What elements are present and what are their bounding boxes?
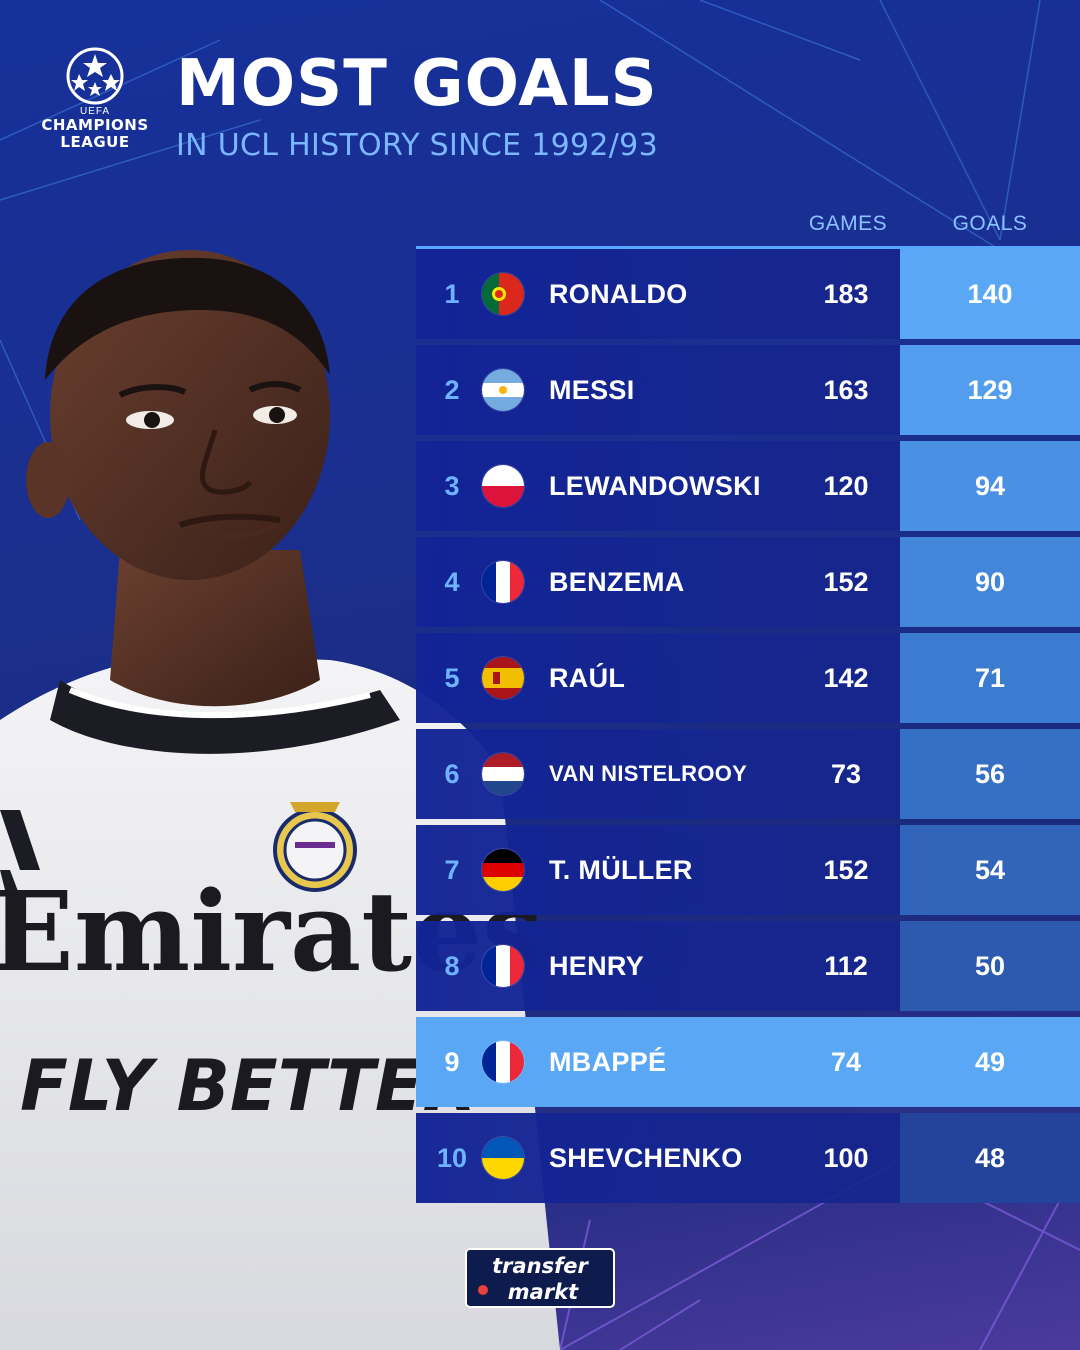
table-row: 2 MESSI 163 129 <box>416 345 1080 435</box>
starball-icon <box>66 47 124 105</box>
goals-cell: 140 <box>900 249 1080 339</box>
rank-number: 8 <box>444 951 460 981</box>
champions-league-logo: UEFA CHAMPIONS LEAGUE <box>32 46 158 166</box>
games-column-header: GAMES <box>808 212 888 235</box>
table-row: 10 SHEVCHENKO 100 48 <box>416 1113 1080 1203</box>
games-value: 152 <box>823 855 869 885</box>
france-flag-icon <box>482 1041 524 1083</box>
goals-cell: 71 <box>900 633 1080 723</box>
goals-cell: 129 <box>900 345 1080 435</box>
goals-value: 71 <box>974 663 1006 693</box>
uefa-label: UEFA <box>79 106 111 117</box>
player-name: SHEVCHENKO <box>549 1143 743 1173</box>
player-name: MESSI <box>549 375 635 405</box>
page-title: MOST GOALS <box>176 47 658 121</box>
spain-flag-icon <box>482 657 524 699</box>
page-subtitle: IN UCL HISTORY SINCE 1992/93 <box>176 128 658 163</box>
netherlands-flag-icon <box>482 753 524 795</box>
goals-cell: 54 <box>900 825 1080 915</box>
poland-flag-icon <box>482 465 524 507</box>
transfermarkt-logo: transfer markt <box>465 1248 615 1308</box>
rank-number: 1 <box>444 279 460 309</box>
goals-value: 94 <box>974 471 1006 501</box>
svg-text:markt: markt <box>508 1280 579 1304</box>
goals-value: 50 <box>974 951 1006 981</box>
sponsor-tagline: FLY BETTER <box>20 1045 477 1127</box>
goals-cell: 49 <box>900 1017 1080 1107</box>
table-row: 5 RAÚL 142 71 <box>416 633 1080 723</box>
table-row: 6 VAN NISTELROOY 73 56 <box>416 729 1080 819</box>
germany-flag-icon <box>482 849 524 891</box>
france-flag-icon <box>482 561 524 603</box>
player-name: RONALDO <box>549 279 688 309</box>
goals-value: 56 <box>974 759 1006 789</box>
games-value: 100 <box>823 1143 869 1173</box>
ukraine-flag-icon <box>482 1137 524 1179</box>
goals-cell: 50 <box>900 921 1080 1011</box>
goals-cell: 56 <box>900 729 1080 819</box>
player-name: BENZEMA <box>549 567 685 597</box>
table-row: 8 HENRY 112 50 <box>416 921 1080 1011</box>
player-name: VAN NISTELROOY <box>549 761 748 786</box>
rank-number: 9 <box>444 1047 460 1077</box>
player-name: LEWANDOWSKI <box>549 471 761 501</box>
svg-text:transfer: transfer <box>492 1254 589 1278</box>
games-value: 142 <box>823 663 869 693</box>
table-row: 9 MBAPPÉ 74 49 <box>416 1017 1080 1107</box>
goals-value: 140 <box>967 279 1013 309</box>
portugal-flag-icon <box>482 273 524 315</box>
games-value: 73 <box>830 759 862 789</box>
rank-number: 7 <box>444 855 460 885</box>
player-name: HENRY <box>549 951 645 981</box>
games-value: 152 <box>823 567 869 597</box>
club-crest-icon <box>273 802 357 892</box>
table-row: 4 BENZEMA 152 90 <box>416 537 1080 627</box>
argentina-flag-icon <box>482 369 524 411</box>
table-row: 1 RONALDO 183 140 <box>416 249 1080 339</box>
goals-value: 129 <box>967 375 1013 405</box>
league-label: LEAGUE <box>60 133 130 151</box>
table-top-rule <box>416 246 1080 249</box>
goals-column-header: GOALS <box>952 212 1028 235</box>
rank-number: 3 <box>444 471 460 501</box>
rank-number: 4 <box>444 567 460 597</box>
rank-number: 6 <box>444 759 460 789</box>
player-name: RAÚL <box>549 663 626 693</box>
player-name: MBAPPÉ <box>549 1047 667 1077</box>
rank-number: 2 <box>444 375 460 405</box>
games-value: 120 <box>823 471 869 501</box>
goals-value: 54 <box>974 855 1006 885</box>
france-flag-icon <box>482 945 524 987</box>
goals-cell: 48 <box>900 1113 1080 1203</box>
goals-value: 49 <box>974 1047 1006 1077</box>
leaderboard-table: 1 RONALDO 183 140 2 MESSI 163 129 3 LEWANDOWSKI 12… <box>416 246 1080 1209</box>
goals-cell: 94 <box>900 441 1080 531</box>
games-value: 112 <box>824 951 868 981</box>
champions-label: CHAMPIONS <box>41 116 149 134</box>
rank-number: 10 <box>436 1143 468 1173</box>
games-value: 183 <box>823 279 869 309</box>
games-value: 163 <box>823 375 869 405</box>
rank-number: 5 <box>444 663 460 693</box>
table-row: 7 T. MÜLLER 152 54 <box>416 825 1080 915</box>
table-row: 3 LEWANDOWSKI 120 94 <box>416 441 1080 531</box>
goals-value: 48 <box>974 1143 1006 1173</box>
goals-value: 90 <box>974 567 1006 597</box>
games-value: 74 <box>830 1047 862 1077</box>
player-name: T. MÜLLER <box>549 855 693 885</box>
goals-cell: 90 <box>900 537 1080 627</box>
